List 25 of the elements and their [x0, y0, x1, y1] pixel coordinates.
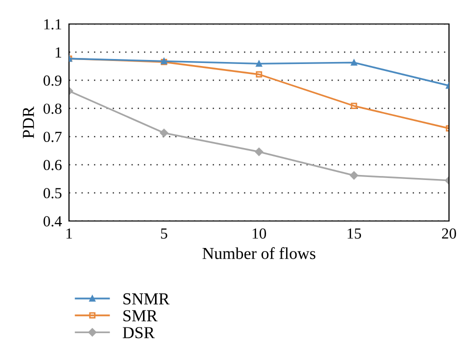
point — [256, 71, 262, 78]
x-tick-label: 5 — [161, 228, 168, 239]
point — [350, 59, 358, 66]
y-tick-label: 0.9 — [44, 75, 62, 86]
y-tick-label: 0.7 — [44, 132, 62, 142]
y-tick-label: 0.6 — [44, 160, 62, 170]
y-tick-label: 1.1 — [44, 19, 62, 30]
y-tick-label: 0.5 — [44, 188, 62, 198]
legend-label: SNMR — [123, 293, 170, 305]
legend-label: SMR — [123, 310, 158, 322]
point — [256, 60, 262, 67]
x-tick-label: 10 — [252, 228, 266, 239]
point — [160, 128, 168, 138]
point — [254, 148, 264, 156]
x-tick-label: 20 — [442, 228, 456, 239]
y-tick-label: 0.4 — [44, 216, 62, 227]
point — [350, 102, 358, 110]
x-axis-title: Number of flows — [202, 247, 316, 260]
y-tick-label: 1 — [56, 47, 62, 58]
legend-label: DSR — [122, 327, 155, 338]
point — [350, 171, 358, 180]
x-tick-label: 1 — [66, 228, 72, 239]
y-tick-label: 0.8 — [44, 104, 62, 114]
y-axis-title: PDR — [22, 106, 34, 138]
x-tick-label: 15 — [348, 228, 362, 239]
